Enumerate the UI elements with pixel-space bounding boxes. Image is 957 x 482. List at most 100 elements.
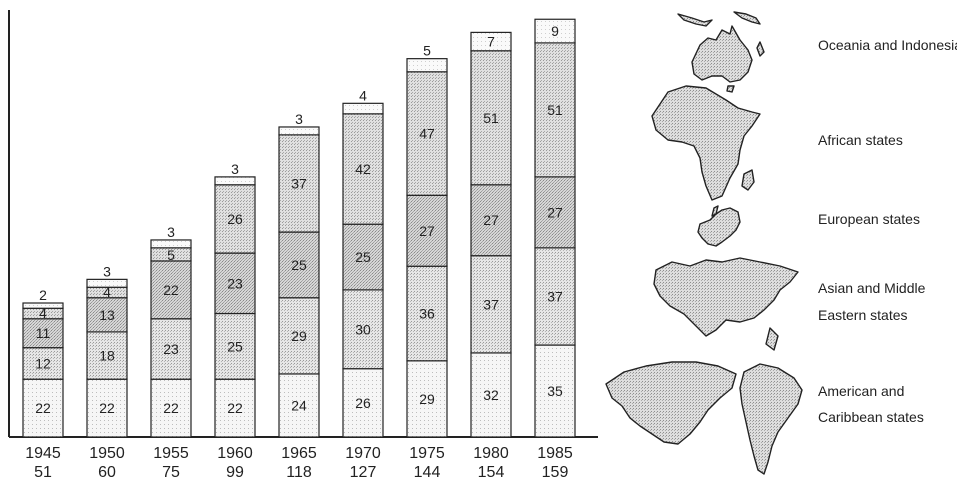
bar-segment — [278, 297, 320, 375]
data-label: 5 — [167, 247, 175, 263]
bar-segment — [214, 378, 256, 438]
data-label: 27 — [547, 204, 563, 220]
bar-segment — [278, 126, 320, 136]
data-label: 37 — [547, 288, 563, 304]
bar-segment — [406, 58, 448, 73]
legend-label: Oceania and Indonesia — [818, 37, 957, 53]
data-label: 24 — [291, 397, 307, 413]
data-label: 51 — [483, 110, 499, 126]
data-label: 22 — [99, 400, 115, 416]
x-total-label: 75 — [162, 464, 180, 481]
x-total-label: 118 — [286, 464, 312, 481]
x-total-label: 159 — [542, 464, 569, 481]
bars-group: 2212114222181343222322532225232632429253… — [22, 18, 576, 438]
data-label: 18 — [99, 348, 115, 364]
bar-segment — [534, 344, 576, 438]
x-tick-label: 1950 — [89, 445, 125, 462]
bar-segment — [214, 176, 256, 186]
legend-label: American and — [818, 383, 904, 399]
data-label: 22 — [35, 400, 51, 416]
bar-segment — [534, 247, 576, 346]
bar-segment — [470, 50, 512, 186]
bar-segment — [342, 289, 384, 370]
data-label: 26 — [355, 395, 371, 411]
x-tick-label: 1965 — [281, 445, 317, 462]
data-label: 12 — [35, 355, 51, 371]
bar-segment — [534, 18, 576, 44]
data-label: 26 — [227, 211, 243, 227]
data-label: 35 — [547, 383, 563, 399]
bar-segment — [278, 134, 320, 233]
x-tick-label: 1980 — [473, 445, 509, 462]
x-total-label: 144 — [414, 464, 441, 481]
legend-label: Asian and Middle — [818, 280, 926, 296]
bar-segment — [406, 360, 448, 438]
bar-segment — [342, 368, 384, 438]
x-tick-label: 1975 — [409, 445, 445, 462]
bar-segment — [278, 231, 320, 299]
data-label: 22 — [163, 400, 179, 416]
data-label: 22 — [227, 400, 243, 416]
x-total-label: 51 — [34, 464, 52, 481]
data-label: 25 — [355, 249, 371, 265]
data-label: 42 — [355, 161, 371, 177]
data-label: 51 — [547, 102, 563, 118]
bar-segment — [150, 378, 192, 438]
data-label: 29 — [291, 328, 307, 344]
bar-segment — [22, 302, 64, 309]
data-label: 25 — [227, 338, 243, 354]
data-label: 5 — [423, 43, 431, 59]
data-label: 27 — [419, 223, 435, 239]
asia-map-icon — [653, 257, 799, 351]
bar-segment — [150, 318, 192, 380]
data-label: 3 — [295, 111, 303, 127]
bar-segment — [342, 102, 384, 115]
bar-segment — [22, 378, 64, 438]
x-total-label: 154 — [478, 464, 505, 481]
data-label: 47 — [419, 126, 435, 142]
data-label: 3 — [167, 224, 175, 240]
legend-label-line2: Eastern states — [818, 307, 908, 323]
legend-label: European states — [818, 211, 920, 227]
data-label: 4 — [39, 305, 47, 321]
data-label: 36 — [419, 306, 435, 322]
bar-segment — [406, 265, 448, 362]
data-label: 25 — [291, 257, 307, 273]
data-label: 4 — [103, 284, 111, 300]
data-label: 3 — [231, 161, 239, 177]
data-label: 7 — [487, 34, 495, 50]
x-tick-label: 1970 — [345, 445, 381, 462]
data-label: 37 — [291, 175, 307, 191]
legend-labels: Oceania and Indonesia African states Europ… — [818, 37, 957, 425]
bar-segment — [150, 239, 192, 249]
oceania-map-icon — [677, 11, 765, 93]
bar-segment — [470, 184, 512, 257]
europe-map-icon — [697, 205, 741, 247]
bar-segment — [214, 252, 256, 315]
bar-segment — [342, 113, 384, 225]
bar-segment — [534, 42, 576, 178]
data-label: 2 — [39, 287, 47, 303]
bar-segment — [470, 255, 512, 354]
x-axis-labels: 1945 51 1950 60 1955 75 1960 99 1965 118 1970 127 19… — [25, 445, 573, 481]
bar-segment — [470, 31, 512, 52]
bar-segment — [86, 278, 128, 288]
data-label: 32 — [483, 387, 499, 403]
americas-map-icon — [605, 361, 803, 475]
legend — [605, 11, 803, 475]
data-label: 11 — [36, 325, 51, 341]
x-total-label: 60 — [98, 464, 116, 481]
x-total-label: 99 — [226, 464, 244, 481]
bar-segment — [86, 331, 128, 380]
data-label: 4 — [359, 87, 367, 103]
x-total-label: 127 — [350, 464, 377, 481]
africa-map-icon — [651, 85, 761, 201]
data-label: 27 — [483, 212, 499, 228]
data-label: 3 — [103, 263, 111, 279]
bar-segment — [22, 318, 64, 349]
bar-segment — [406, 194, 448, 267]
data-label: 37 — [483, 296, 499, 312]
data-label: 22 — [163, 282, 179, 298]
x-tick-label: 1955 — [153, 445, 189, 462]
